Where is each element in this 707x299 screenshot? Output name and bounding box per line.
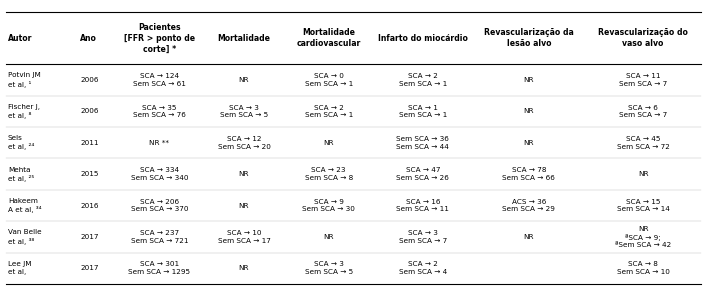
Text: 2011: 2011 [81,140,99,146]
Text: SCA → 35
Sem SCA → 76: SCA → 35 Sem SCA → 76 [133,105,186,118]
Text: SCA → 9
Sem SCA → 30: SCA → 9 Sem SCA → 30 [303,199,355,212]
Text: Pacientes
[FFR > ponto de
corte] *: Pacientes [FFR > ponto de corte] * [124,22,195,54]
Text: Revascularização da
lesão alvo: Revascularização da lesão alvo [484,28,573,48]
Text: SCA → 301
Sem SCA → 1295: SCA → 301 Sem SCA → 1295 [128,262,190,275]
Text: Autor: Autor [8,33,33,43]
Text: 2017: 2017 [81,265,99,271]
Text: NR: NR [239,171,250,177]
Text: Potvin JM
et al, ¹: Potvin JM et al, ¹ [8,72,40,88]
Text: SCA → 78
Sem SCA → 66: SCA → 78 Sem SCA → 66 [503,167,555,181]
Text: NR: NR [524,77,534,83]
Text: NR: NR [524,234,534,240]
Text: Revascularização do
vaso alvo: Revascularização do vaso alvo [598,28,688,48]
Text: SCA → 47
Sem SCA → 26: SCA → 47 Sem SCA → 26 [397,167,449,181]
Text: SCA → 1
Sem SCA → 1: SCA → 1 Sem SCA → 1 [399,105,447,118]
Text: SCA → 15
Sem SCA → 14: SCA → 15 Sem SCA → 14 [617,199,670,212]
Text: Sels
et al, ²⁴: Sels et al, ²⁴ [8,135,34,150]
Text: SCA → 45
Sem SCA → 72: SCA → 45 Sem SCA → 72 [617,136,670,150]
Text: NR: NR [524,140,534,146]
Text: 2006: 2006 [81,77,99,83]
Text: SCA → 2
Sem SCA → 1: SCA → 2 Sem SCA → 1 [305,105,353,118]
Text: NR **: NR ** [149,140,169,146]
Text: Lee JM
et al,: Lee JM et al, [8,262,31,275]
Text: 2017: 2017 [81,234,99,240]
Text: NR: NR [638,171,648,177]
Text: Mehta
et al, ²⁵: Mehta et al, ²⁵ [8,167,34,182]
Text: Fischer J,
et al, ⁸: Fischer J, et al, ⁸ [8,104,40,119]
Text: SCA → 2
Sem SCA → 1: SCA → 2 Sem SCA → 1 [399,73,447,87]
Text: Hakeem
A et al, ³⁴: Hakeem A et al, ³⁴ [8,198,42,213]
Text: SCA → 23
Sem SCA → 8: SCA → 23 Sem SCA → 8 [305,167,353,181]
Text: 2015: 2015 [81,171,99,177]
Text: SCA → 11
Sem SCA → 7: SCA → 11 Sem SCA → 7 [619,73,667,87]
Text: SCA → 3
Sem SCA → 5: SCA → 3 Sem SCA → 5 [220,105,268,118]
Text: SCA → 6
Sem SCA → 7: SCA → 6 Sem SCA → 7 [619,105,667,118]
Text: 2016: 2016 [81,202,99,209]
Text: NR
ªSCA → 9;
ªSem SCA → 42: NR ªSCA → 9; ªSem SCA → 42 [615,225,671,248]
Text: SCA → 16
Sem SCA → 11: SCA → 16 Sem SCA → 11 [397,199,449,212]
Text: NR: NR [239,265,250,271]
Text: NR: NR [323,234,334,240]
Text: Van Belle
et al, ³⁸: Van Belle et al, ³⁸ [8,229,42,245]
Text: NR: NR [239,77,250,83]
Text: SCA → 3
Sem SCA → 7: SCA → 3 Sem SCA → 7 [399,230,447,244]
Text: ACS → 36
Sem SCA → 29: ACS → 36 Sem SCA → 29 [503,199,555,212]
Text: SCA → 334
Sem SCA → 340: SCA → 334 Sem SCA → 340 [131,167,188,181]
Text: SCA → 8
Sem SCA → 10: SCA → 8 Sem SCA → 10 [617,262,670,275]
Text: Ano: Ano [81,33,97,43]
Text: NR: NR [323,140,334,146]
Text: SCA → 3
Sem SCA → 5: SCA → 3 Sem SCA → 5 [305,262,353,275]
Text: SCA → 237
Sem SCA → 721: SCA → 237 Sem SCA → 721 [131,230,188,244]
Text: NR: NR [239,202,250,209]
Text: SCA → 12
Sem SCA → 20: SCA → 12 Sem SCA → 20 [218,136,270,150]
Text: SCA → 206
Sem SCA → 370: SCA → 206 Sem SCA → 370 [131,199,188,212]
Text: Infarto do miocárdio: Infarto do miocárdio [378,33,468,43]
Text: Sem SCA → 36
Sem SCA → 44: Sem SCA → 36 Sem SCA → 44 [397,136,449,150]
Text: SCA → 124
Sem SCA → 61: SCA → 124 Sem SCA → 61 [133,73,186,87]
Text: Mortalidade
cardiovascular: Mortalidade cardiovascular [296,28,361,48]
Text: 2006: 2006 [81,108,99,115]
Text: NR: NR [524,108,534,115]
Text: SCA → 0
Sem SCA → 1: SCA → 0 Sem SCA → 1 [305,73,353,87]
Text: SCA → 10
Sem SCA → 17: SCA → 10 Sem SCA → 17 [218,230,270,244]
Text: SCA → 2
Sem SCA → 4: SCA → 2 Sem SCA → 4 [399,262,447,275]
Text: Mortalidade: Mortalidade [218,33,271,43]
